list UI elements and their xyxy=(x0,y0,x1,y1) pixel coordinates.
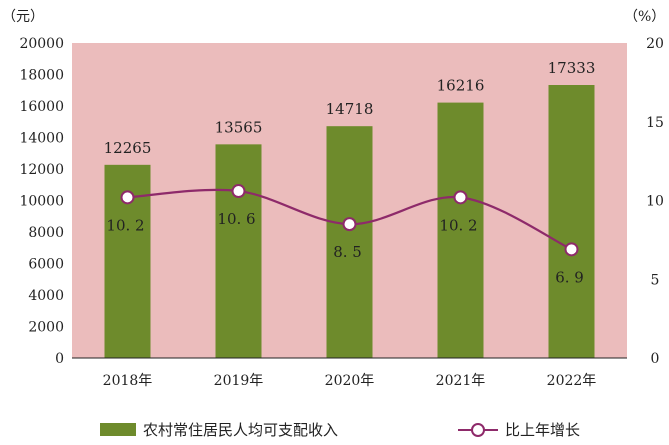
line-value-label-4: 6. 9 xyxy=(555,268,584,286)
legend-bar-label: 农村常住居民人均可支配收入 xyxy=(143,421,338,439)
line-value-labels: 10. 2 10. 6 8. 5 10. 2 6. 9 xyxy=(106,210,583,286)
line-value-label-1: 10. 6 xyxy=(217,210,255,228)
bar-value-label-0: 12265 xyxy=(104,139,152,157)
legend-bar-swatch xyxy=(100,423,136,436)
left-tick-label-4: 8000 xyxy=(28,225,64,241)
growth-point-2 xyxy=(342,217,357,232)
growth-point-1 xyxy=(231,184,246,199)
left-tick-label-7: 14000 xyxy=(19,131,64,147)
left-axis-ticks: 0 2000 4000 6000 8000 10000 12000 14000 16000 180… xyxy=(19,36,64,367)
bar-3 xyxy=(437,102,484,359)
right-tick-label-0: 0 xyxy=(651,351,660,367)
left-tick-label-10: 20000 xyxy=(19,36,64,52)
category-label-2: 2020年 xyxy=(325,373,375,389)
category-label-1: 2019年 xyxy=(214,373,264,389)
right-tick-label-1: 5 xyxy=(651,272,660,288)
bar-value-label-4: 17333 xyxy=(548,59,596,77)
bar-value-labels: 12265 13565 14718 16216 17333 xyxy=(104,59,596,157)
left-tick-label-3: 6000 xyxy=(28,257,64,273)
category-labels: 2018年 2019年 2020年 2021年 2022年 xyxy=(103,373,597,389)
left-tick-label-2: 4000 xyxy=(28,288,64,304)
right-tick-label-2: 10 xyxy=(646,194,664,210)
line-value-label-2: 8. 5 xyxy=(333,243,362,261)
left-axis-unit: （元） xyxy=(2,9,44,25)
left-tick-label-0: 0 xyxy=(55,351,64,367)
line-value-label-3: 10. 2 xyxy=(439,216,477,234)
left-tick-label-8: 16000 xyxy=(19,99,64,115)
legend: 农村常住居民人均可支配收入 比上年增长 xyxy=(100,421,580,439)
category-label-3: 2021年 xyxy=(436,373,486,389)
right-axis-ticks: 0 5 10 15 20 xyxy=(646,36,664,367)
growth-point-4 xyxy=(564,242,579,257)
bar-value-label-1: 13565 xyxy=(215,118,263,136)
left-tick-label-1: 2000 xyxy=(28,320,64,336)
left-tick-label-9: 18000 xyxy=(19,68,64,84)
legend-line-marker xyxy=(471,423,485,437)
bar-2 xyxy=(326,126,373,358)
category-label-0: 2018年 xyxy=(103,373,153,389)
growth-point-3 xyxy=(453,190,468,205)
bar-1 xyxy=(215,144,262,358)
left-tick-label-6: 12000 xyxy=(19,162,64,178)
growth-line-group xyxy=(120,184,579,257)
bar-value-label-3: 16216 xyxy=(437,77,485,95)
line-value-label-0: 10. 2 xyxy=(106,216,144,234)
right-axis-unit: （%） xyxy=(624,9,665,25)
bar-value-label-2: 14718 xyxy=(326,100,374,118)
category-label-4: 2022年 xyxy=(547,373,597,389)
right-tick-label-4: 20 xyxy=(646,36,664,52)
right-tick-label-3: 15 xyxy=(646,115,664,131)
bar-4 xyxy=(548,85,595,358)
legend-line-label: 比上年增长 xyxy=(505,421,580,439)
bars-group xyxy=(104,85,595,359)
left-tick-label-5: 10000 xyxy=(19,194,64,210)
growth-point-0 xyxy=(120,190,135,205)
